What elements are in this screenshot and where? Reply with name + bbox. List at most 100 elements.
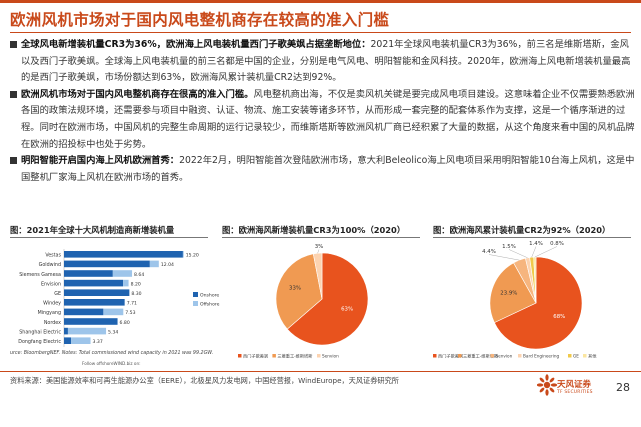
bar-category-label: Vestas — [45, 253, 61, 259]
bar-category-label: Siemens Gamesa — [19, 272, 61, 278]
pie-slice-label: 68% — [553, 314, 565, 320]
bar-onshore — [64, 279, 124, 287]
square-bullet-icon — [10, 157, 17, 165]
bar-offshore — [67, 327, 107, 335]
bar-onshore — [64, 270, 113, 277]
page-title: 欧洲风机市场对于国内风电整机商存在较高的准入门槛 — [10, 11, 390, 29]
pie-legend-label: Bard Engineering — [523, 353, 560, 358]
paragraph-1-lead: 全球风电新增装机量CR3为36%，欧洲海上风电装机量西门子歌美飒占据垄断地位： — [21, 39, 371, 50]
body-text: 全球风电新增装机量CR3为36%，欧洲海上风电装机量西门子歌美飒占据垄断地位：2… — [10, 37, 635, 186]
bar-onshore — [64, 327, 68, 335]
pie-legend-label: GE — [573, 353, 579, 358]
pie-slice-label: 1.5% — [502, 244, 516, 250]
paragraph-2-lead: 欧洲风机市场对于国内风电整机商存在很高的准入门槛。 — [21, 88, 254, 100]
bar-offshore — [103, 308, 124, 316]
pie-legend-label: Senvion — [496, 353, 513, 358]
bar-value-label: 7.71 — [127, 301, 137, 307]
pie-legend-label: 西门子歌美飒 — [243, 352, 269, 359]
pie-legend-swatch — [518, 354, 522, 358]
bar-onshore — [64, 308, 104, 316]
pie-slice-label: 23.9% — [500, 290, 517, 296]
pie-slice-label: 4.4% — [482, 249, 496, 255]
title-divider — [10, 32, 631, 33]
pie-slice-label: 33% — [289, 286, 301, 292]
figure-1-title: 图：2021年全球十大风机制造商新增装机量 — [10, 225, 175, 235]
square-bullet-icon — [10, 90, 17, 98]
bar-offshore — [123, 279, 129, 287]
footer-source: 资料来源：美国能源效率和可再生能源办公室（EERE），北极星风力发电网，中国经营… — [10, 376, 399, 385]
paragraph-3-text: 2022年2月，明阳智能首次登陆欧洲市场，意大利Beleolico海上风电项目采… — [21, 155, 635, 183]
bar-source-note: urce: BloombergNEF. Notes: Total commiss… — [10, 350, 213, 356]
pie-legend-label: 西门子歌美飒 — [438, 352, 464, 359]
pie-legend-swatch — [272, 354, 276, 358]
cumulative-capacity-pie-chart: 68% 23.9% 4.4% 1.5% 1.4% 0.8% 西门子歌美飒 三菱重工-维斯塔斯S… — [433, 241, 597, 359]
bar-offshore — [71, 337, 91, 344]
bar-category-label: Mingyang — [38, 310, 61, 316]
bar-value-label: 12.04 — [161, 262, 174, 268]
tf-securities-logo-icon — [537, 374, 558, 396]
pie-legend-swatch — [238, 354, 242, 358]
legend-swatch — [193, 292, 198, 297]
bar-value-label: 3.37 — [93, 339, 103, 345]
pie-slice — [286, 252, 369, 346]
legend-label: Offshore — [200, 302, 220, 308]
bar-onshore — [64, 318, 118, 325]
pie-slice-label: 3% — [315, 244, 324, 250]
figure-2-rule — [222, 237, 420, 238]
bar-category-label: Envision — [41, 281, 61, 287]
pie-slice-label: 1.4% — [529, 241, 543, 247]
bar-category-label: Nordex — [44, 320, 61, 326]
figure-3-title: 图：欧洲海风累计装机量CR2为92%（2020） — [433, 225, 611, 235]
pie-legend-swatch — [458, 354, 462, 358]
paragraph-2: 欧洲风机市场对于国内风电整机商存在很高的准入门槛。风电整机商出海，不仅是卖风机关… — [10, 87, 635, 153]
pie-legend-swatch — [490, 354, 494, 358]
new-capacity-pie-chart: 63% 33% 3% 西门子歌美飒 三菱重工-维斯塔斯 Senvion — [238, 244, 369, 359]
bar-credit: Follow offshoreWIND.biz on: — [82, 361, 141, 366]
bar-value-label: 5.34 — [108, 329, 118, 335]
paragraph-1: 全球风电新增装机量CR3为36%，欧洲海上风电装机量西门子歌美飒占据垄断地位：2… — [10, 37, 635, 87]
bar-value-label: 7.53 — [125, 310, 135, 316]
logo-text: 天风证券 — [557, 380, 592, 390]
bar-onshore — [64, 251, 183, 258]
paragraph-1-text: 2021年全球风电装机量CR3为36%，前三名是维斯塔斯，金风以及西门子歌美飒。… — [21, 39, 631, 84]
bar-offshore — [112, 270, 133, 277]
bar-onshore — [64, 337, 72, 344]
logo-subtext: TF SECURITIES — [557, 390, 593, 395]
pie-leader-line — [531, 246, 537, 258]
bar-value-label: 15.20 — [186, 253, 199, 259]
pie-slice — [493, 256, 583, 350]
paragraph-3: 明阳智能开启国内海上风机欧洲首秀：2022年2月，明阳智能首次登陆欧洲市场，意大… — [10, 153, 635, 186]
bar-category-label: Goldwind — [39, 262, 61, 268]
bar-category-label: Shanghai Electric — [19, 329, 61, 335]
manufacturer-bar-chart: Vestas 15.20 Goldwind 12.04 Siemens Gamesa 8.… — [10, 249, 220, 366]
pie-legend-swatch — [433, 354, 437, 358]
top-accent-bar — [0, 0, 641, 3]
legend-label: Onshore — [200, 293, 219, 299]
square-bullet-icon — [10, 41, 17, 48]
pie-slice-label: 63% — [341, 306, 353, 312]
bar-category-label: GE — [54, 291, 61, 297]
paragraph-3-lead: 明阳智能开启国内海上风机欧洲首秀： — [21, 155, 180, 167]
bar-offshore — [182, 251, 184, 258]
bar-onshore — [64, 299, 125, 306]
bar-category-label: Windey — [43, 301, 61, 307]
pie-legend-label: 三菱重工-维斯塔斯 — [463, 352, 499, 359]
pie-leader-line — [317, 249, 320, 254]
pie-leader-line — [508, 249, 528, 258]
pie-legend-label: 三菱重工-维斯塔斯 — [277, 352, 313, 359]
bar-onshore — [64, 260, 150, 268]
pie-leader-line — [534, 246, 558, 258]
figure-1-rule — [10, 237, 208, 238]
pie-legend-swatch — [583, 354, 587, 358]
bar-category-label: Dongfang Electric — [18, 339, 61, 345]
pie-slice-label: 0.8% — [550, 241, 564, 247]
legend-swatch — [193, 301, 198, 306]
pie-legend-label: Senvion — [322, 353, 339, 358]
bar-offshore — [149, 260, 159, 268]
pie-slice — [489, 262, 537, 323]
footer-divider — [0, 371, 641, 372]
bar-onshore — [64, 289, 130, 296]
figure-3-rule — [433, 237, 631, 238]
paragraph-2-text: 风电整机商出海，不仅是卖风机关键是要完成风电项目建设。这意味着企业不仅需要熟悉欧… — [21, 88, 635, 150]
pie-legend-swatch — [568, 354, 572, 358]
